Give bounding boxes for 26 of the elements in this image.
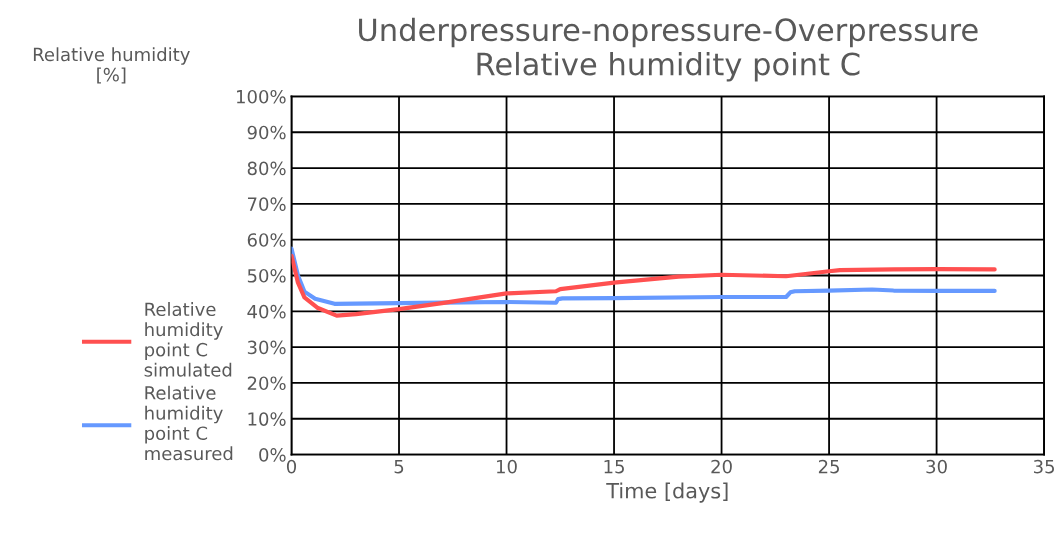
y-tick-label: 20%	[247, 376, 286, 391]
y-tick-label: 30%	[247, 340, 286, 355]
x-tick-label: 5	[394, 459, 404, 474]
line-series	[291, 253, 997, 318]
y-tick-label: 90%	[247, 125, 286, 140]
y-tick-label: 10%	[248, 412, 286, 426]
y-tick-label: 50%	[247, 268, 286, 283]
y-tick-label: 80%	[247, 161, 286, 176]
x-tick-label: 15	[604, 459, 624, 474]
y-tick-label: 70%	[247, 197, 286, 211]
x-tick-label: 20	[711, 459, 732, 474]
y-axis-title: Relative humidity [%]	[33, 47, 190, 84]
legend-label: Relative humidity point C measured	[145, 385, 233, 461]
x-tick-label: 0	[286, 459, 297, 474]
y-tick-label: 100%	[237, 89, 286, 104]
x-tick-label: 30	[926, 459, 947, 474]
x-tick-label: 25	[818, 459, 839, 474]
legend-label: Relative humidity point C simulated	[144, 302, 232, 377]
y-tick-label: 0%	[259, 448, 286, 462]
y-tick-label: 40%	[247, 304, 286, 319]
x-tick-label: 10	[497, 459, 517, 474]
x-tick-label: 35	[1033, 459, 1055, 474]
chart-title: Underpressure-nopressure-Overpressure Relative humidity point C	[359, 17, 978, 82]
x-axis-title: Time [days]	[606, 482, 728, 503]
line-series	[291, 246, 997, 306]
y-tick-label: 60%	[247, 233, 286, 247]
